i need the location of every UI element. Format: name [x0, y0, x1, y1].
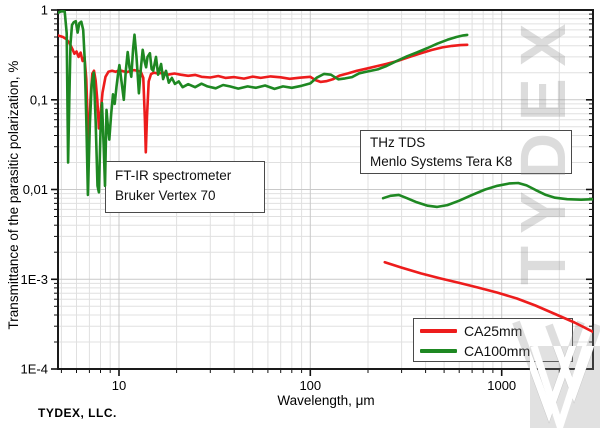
svg-text:1000: 1000 — [487, 378, 516, 393]
svg-text:1E-4: 1E-4 — [21, 362, 48, 377]
annotation-thz-line2: Menlo Systems Tera K8 — [370, 154, 513, 169]
svg-text:100: 100 — [299, 378, 321, 393]
legend-label-ca25mm: CA25mm — [464, 323, 523, 339]
svg-text:0,01: 0,01 — [23, 182, 48, 197]
annotation-ftir-line2: Bruker Vertex 70 — [115, 188, 216, 203]
x-axis-title: Wavelength, μm — [277, 393, 375, 408]
annotation-ftir-line1: FT-IR spectrometer — [115, 168, 232, 183]
legend-row-ca100mm: CA100mm — [420, 342, 572, 361]
svg-text:1: 1 — [41, 3, 48, 18]
company-credit: TYDEX, LLC. — [38, 406, 117, 420]
legend-row-ca25mm: CA25mm — [420, 322, 572, 341]
legend-label-ca100mm: CA100mm — [464, 343, 531, 359]
svg-text:1E-3: 1E-3 — [21, 272, 48, 287]
legend-line-green-icon — [420, 349, 457, 353]
svg-text:0,1: 0,1 — [30, 92, 48, 107]
annotation-thz-line1: THz TDS — [370, 135, 426, 150]
svg-text:10: 10 — [112, 378, 126, 393]
y-axis-title: Transmittance of the parasitic polarizat… — [6, 60, 21, 330]
annotation-ftir-box: FT-IR spectrometer Bruker Vertex 70 — [105, 161, 265, 213]
annotation-thz-box: THz TDS Menlo Systems Tera K8 — [360, 130, 572, 174]
legend: CA25mm CA100mm — [413, 318, 573, 362]
legend-line-red-icon — [420, 329, 457, 333]
